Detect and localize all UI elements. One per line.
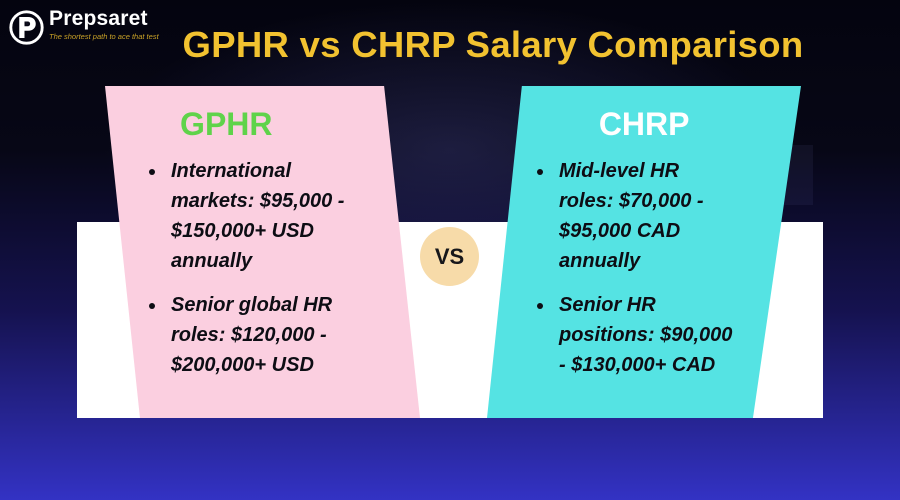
svg-text:70: 70 bbox=[25, 21, 30, 26]
